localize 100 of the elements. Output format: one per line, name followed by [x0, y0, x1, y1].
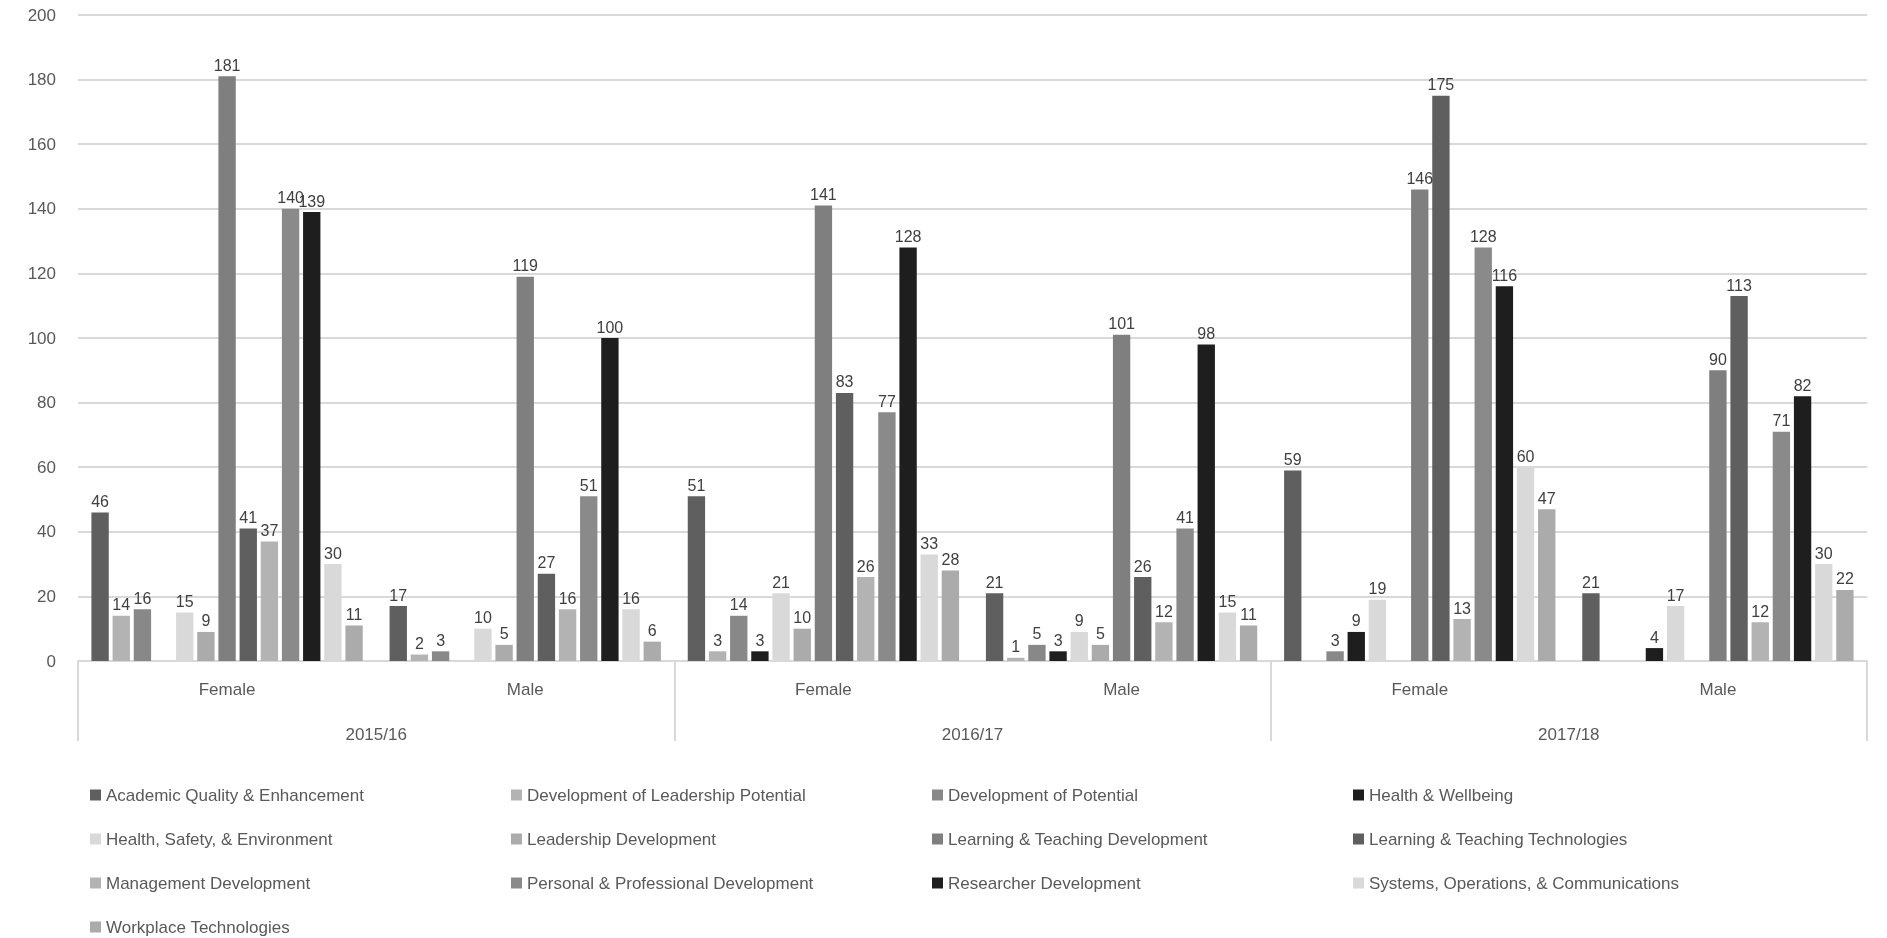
bar: [112, 615, 130, 661]
bar: [1751, 622, 1769, 661]
bar: [1049, 651, 1067, 661]
data-label: 3: [436, 631, 446, 649]
bar: [281, 208, 300, 661]
bar: [1326, 651, 1344, 661]
bar: [345, 625, 363, 661]
legend-label: Health, Safety, & Environment: [106, 829, 333, 849]
bar: [239, 528, 257, 661]
y-tick-label: 40: [37, 522, 56, 542]
legend-label: Workplace Technologies: [106, 917, 290, 937]
x-tick-label: Male: [1103, 680, 1141, 699]
bar: [1772, 431, 1791, 661]
data-label: 116: [1491, 266, 1518, 284]
bar: [1112, 334, 1131, 661]
bar: [1836, 589, 1854, 661]
data-label: 3: [1330, 631, 1340, 649]
data-label: 41: [1176, 509, 1195, 527]
bar: [751, 651, 769, 661]
data-label: 5: [1095, 625, 1105, 643]
legend-label: Health & Wellbeing: [1369, 785, 1514, 805]
bar: [516, 276, 534, 661]
y-tick-label: 160: [27, 134, 56, 154]
bar: [1495, 286, 1514, 661]
legend-label: Personal & Professional Development: [527, 873, 814, 893]
bar: [303, 212, 321, 661]
bar: [91, 512, 109, 661]
bar: [1709, 370, 1727, 661]
data-label: 21: [1582, 573, 1600, 591]
bar: [133, 609, 152, 661]
legend-label: Systems, Operations, & Communications: [1369, 873, 1679, 893]
y-tick-label: 180: [27, 70, 56, 90]
data-label: 13: [1453, 599, 1472, 617]
legend-label: Development of Leadership Potential: [527, 785, 806, 805]
legend-label: Learning & Teaching Development: [948, 829, 1208, 849]
data-label: 98: [1197, 324, 1216, 342]
data-label: 6: [647, 622, 657, 640]
bar: [580, 496, 598, 661]
bar: [1347, 631, 1365, 661]
bar: [1453, 619, 1471, 661]
data-label: 27: [537, 554, 556, 572]
bar: [601, 338, 619, 661]
x-tick-label: Female: [1391, 680, 1449, 699]
legend-label: Management Development: [106, 873, 311, 893]
bar: [1134, 577, 1152, 661]
data-label: 21: [772, 573, 791, 591]
data-label: 100: [596, 318, 624, 336]
data-label: 37: [260, 521, 279, 539]
text: 2015/16: [345, 725, 407, 744]
data-label: 119: [512, 257, 539, 275]
data-label: 5: [499, 625, 509, 643]
bar: [687, 496, 706, 661]
bar: [1730, 296, 1748, 661]
y-tick-label: 60: [37, 457, 56, 477]
data-label: 14: [112, 596, 131, 614]
data-label: 3: [755, 631, 765, 649]
y-tick-label: 100: [27, 328, 56, 348]
bar: [730, 615, 748, 661]
text: 2016/17: [941, 725, 1004, 744]
data-label: 128: [894, 228, 922, 246]
data-label: 128: [1469, 228, 1497, 246]
bar: [708, 651, 727, 661]
data-label: 101: [1108, 315, 1136, 333]
data-label: 60: [1516, 447, 1535, 465]
bar: [814, 205, 833, 661]
bar: [1239, 625, 1258, 661]
data-label: 28: [941, 551, 960, 569]
x-tick-label: Male: [506, 680, 544, 699]
data-label: 11: [345, 605, 363, 623]
data-label: 71: [1772, 412, 1791, 430]
data-label: 22: [1836, 570, 1854, 588]
x-tick-label: Female: [198, 680, 256, 699]
bar: [1582, 593, 1600, 661]
bar: [1432, 95, 1450, 661]
bar: [857, 577, 875, 661]
data-label: 16: [558, 589, 577, 607]
x-tick-label: Female: [795, 680, 852, 699]
data-label: 10: [474, 609, 492, 627]
bar: [389, 606, 407, 661]
data-label: 15: [175, 593, 194, 611]
bar: [643, 641, 661, 661]
y-tick-label: 80: [37, 393, 56, 413]
bar: [260, 541, 279, 661]
bar: [537, 573, 556, 661]
legend-label: Researcher Development: [948, 873, 1142, 893]
data-label: 1: [1011, 638, 1021, 656]
data-label: 11: [1240, 605, 1257, 623]
bar: [835, 392, 854, 661]
data-label: 9: [1351, 612, 1361, 630]
data-label: 30: [1814, 544, 1833, 562]
bar: [793, 628, 811, 661]
legend-label: Learning & Teaching Technologies: [1369, 829, 1628, 849]
data-label: 12: [1155, 602, 1173, 620]
bar: [899, 247, 917, 661]
data-label: 77: [878, 392, 896, 410]
data-label: 19: [1368, 580, 1387, 598]
data-label: 2: [414, 635, 424, 653]
data-label: 14: [729, 596, 748, 614]
data-label: 10: [793, 609, 812, 627]
data-label: 51: [687, 476, 706, 494]
